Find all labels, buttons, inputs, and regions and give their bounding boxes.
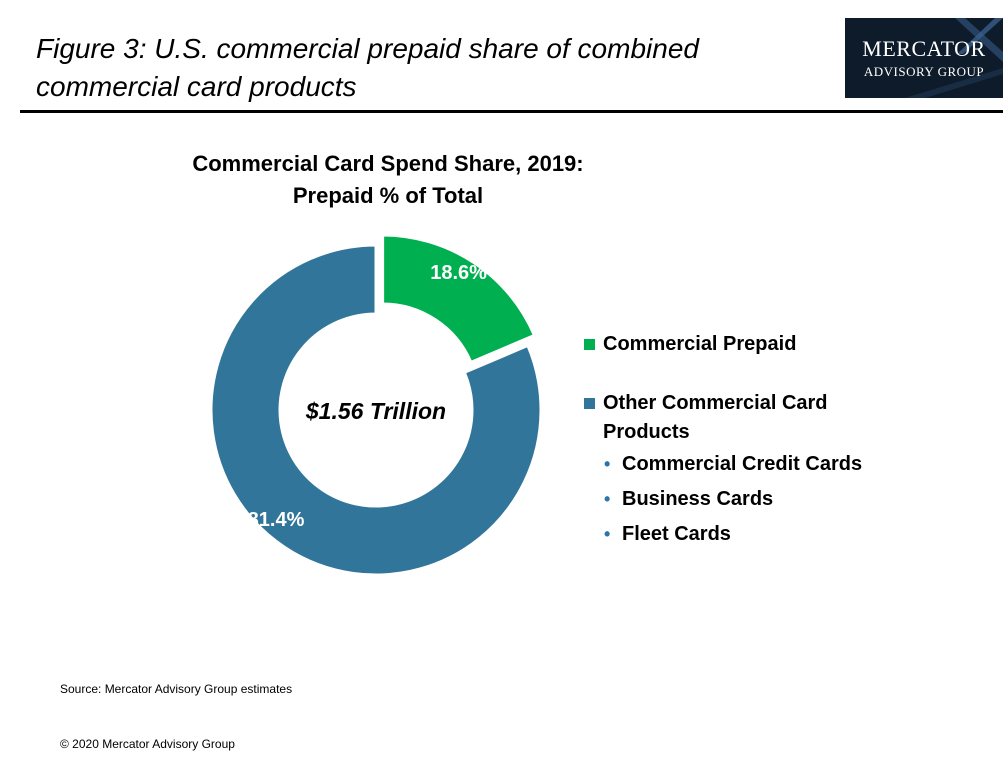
source-note: Source: Mercator Advisory Group estimate… xyxy=(60,682,293,696)
legend-subitem-label: Fleet Cards xyxy=(622,523,731,545)
bullet-icon: • xyxy=(604,524,611,544)
figure-title: Figure 3: U.S. commercial prepaid share … xyxy=(36,30,816,106)
chart-title: Commercial Card Spend Share, 2019: Prepa… xyxy=(160,148,616,212)
legend-subitem: • Fleet Cards xyxy=(584,517,883,552)
legend-item-prepaid: Commercial Prepaid xyxy=(584,330,883,359)
donut-center-label: $1.56 Trillion xyxy=(305,398,446,424)
legend-subitem-label: Commercial Credit Cards xyxy=(622,453,863,475)
legend-subitem: • Business Cards xyxy=(584,482,883,517)
logo-x-mark xyxy=(905,18,1003,98)
legend-swatch-other xyxy=(584,398,595,409)
legend-label-other: Other Commercial Card Products xyxy=(603,392,828,443)
bullet-icon: • xyxy=(604,489,611,509)
title-divider xyxy=(20,110,1003,113)
legend-subitem-label: Business Cards xyxy=(622,488,774,510)
chart-legend: Commercial Prepaid Other Commercial Card… xyxy=(584,330,883,552)
figure-title-line1: Figure 3: U.S. commercial prepaid share … xyxy=(36,33,699,64)
mercator-logo: MERCATOR ADVISORY GROUP xyxy=(845,18,1003,98)
figure-title-line2: commercial card products xyxy=(36,71,357,102)
donut-slice-prepaid xyxy=(381,233,537,365)
copyright-note: © 2020 Mercator Advisory Group xyxy=(60,737,235,751)
legend-item-other: Other Commercial Card Products xyxy=(584,389,883,447)
bullet-icon: • xyxy=(604,454,611,474)
chart-title-line1: Commercial Card Spend Share, 2019: xyxy=(192,151,584,176)
donut-slice-other xyxy=(209,243,543,577)
logo-name: MERCATOR xyxy=(862,36,986,61)
logo-subname: ADVISORY GROUP xyxy=(863,64,985,79)
data-label-other: 81.4% xyxy=(248,509,305,531)
legend-subitem: • Commercial Credit Cards xyxy=(584,447,883,482)
data-label-prepaid: 18.6% xyxy=(430,262,487,284)
legend-swatch-prepaid xyxy=(584,339,595,350)
chart-title-line2: Prepaid % of Total xyxy=(292,183,484,208)
legend-label-prepaid: Commercial Prepaid xyxy=(603,333,797,355)
donut-chart: 18.6% 81.4% $1.56 Trillion xyxy=(209,233,543,577)
